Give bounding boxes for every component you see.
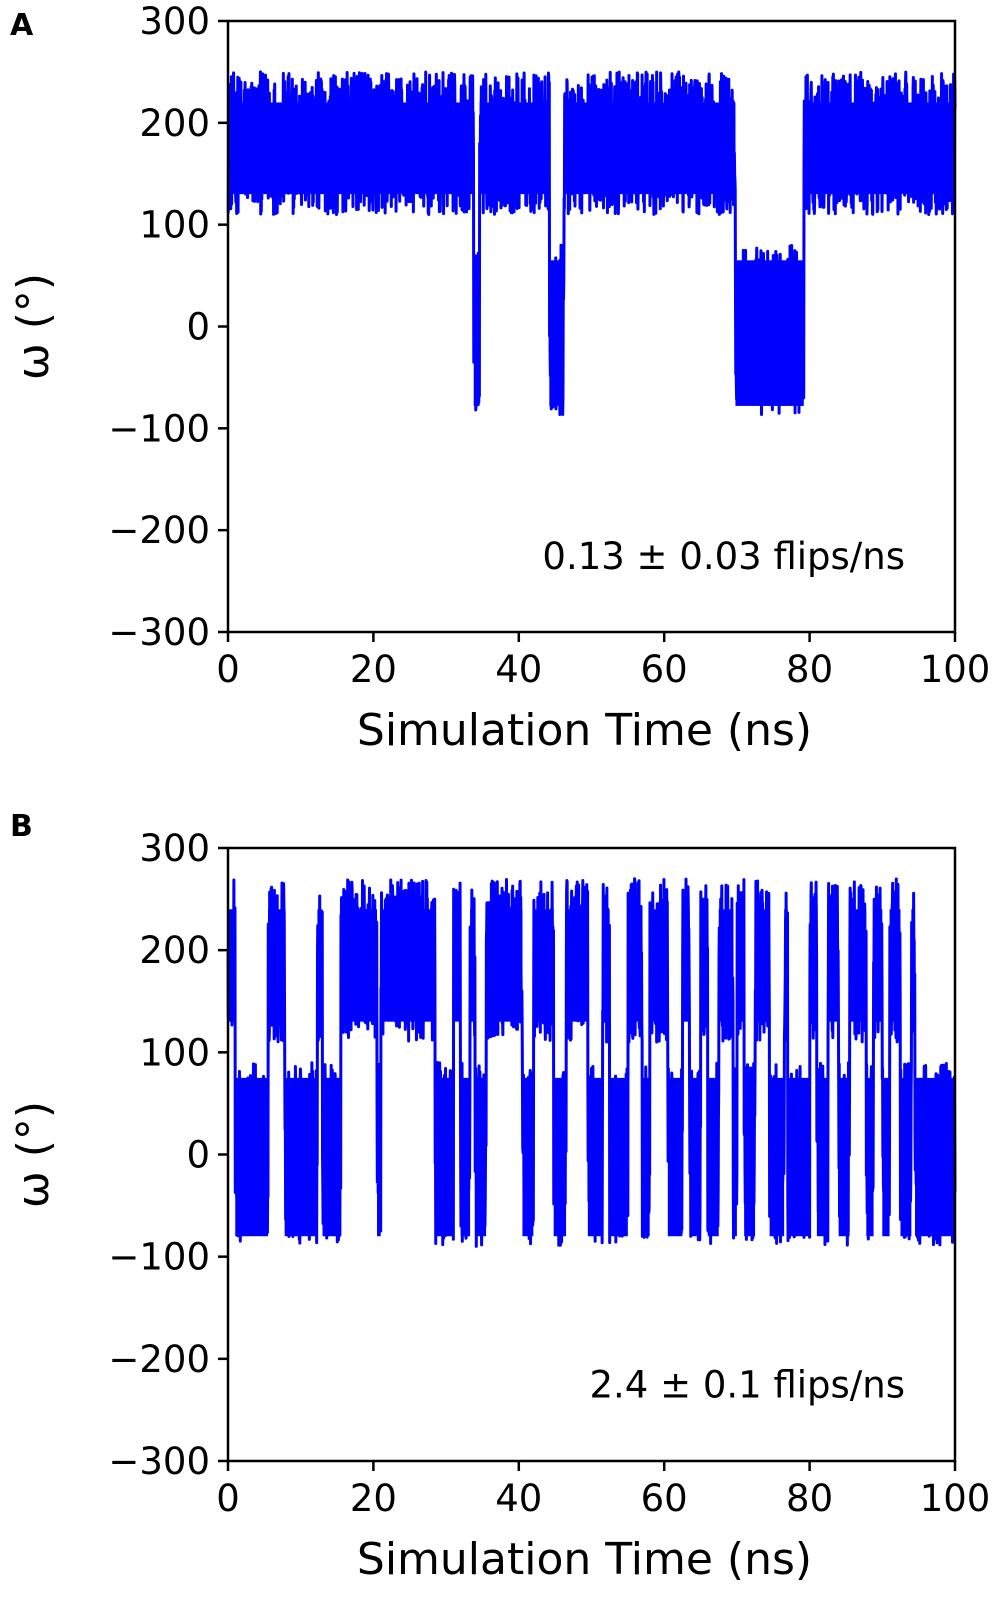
x-axis-label: Simulation Time (ns) — [357, 705, 812, 756]
data-trace — [226, 70, 957, 417]
y-tick-label: −100 — [108, 407, 210, 450]
x-tick-label: 20 — [350, 648, 397, 691]
data-trace — [226, 877, 957, 1248]
x-tick-label: 60 — [641, 648, 688, 691]
y-tick-label: −200 — [108, 1338, 210, 1381]
y-tick-label: 100 — [139, 204, 210, 247]
panel-a: A −300 −200 −100 0 100 200 300 0 20 40 60 80 100 Simu… — [0, 0, 1001, 800]
y-axis-label: ω (°) — [8, 1101, 59, 1208]
x-tick-label: 20 — [350, 1477, 397, 1520]
plot-b: −300 −200 −100 0 100 200 300 0 20 40 60 80 100 Simula… — [8, 827, 991, 1585]
y-tick-label: 300 — [139, 827, 210, 870]
x-tick-label: 100 — [920, 1477, 991, 1520]
x-tick-label: 40 — [495, 1477, 542, 1520]
y-tick-label: 200 — [139, 929, 210, 972]
panel-a-letter: A — [10, 8, 34, 43]
y-tick-label: 0 — [186, 306, 210, 349]
y-tick-label: 100 — [139, 1031, 210, 1074]
y-tick-label: 0 — [186, 1134, 210, 1177]
y-tick-label: −100 — [108, 1236, 210, 1279]
y-axis-label: ω (°) — [8, 273, 59, 380]
y-tick-label: −300 — [108, 611, 210, 654]
x-tick-label: 0 — [216, 648, 240, 691]
y-tick-label: 300 — [139, 0, 210, 43]
x-tick-label: 0 — [216, 1477, 240, 1520]
x-tick-label: 80 — [786, 648, 833, 691]
x-tick-label: 60 — [641, 1477, 688, 1520]
y-tick-label: −200 — [108, 509, 210, 552]
x-tick-label: 100 — [920, 648, 991, 691]
panel-b: B −300 −200 −100 0 100 200 300 0 20 40 60 80 100 Simu… — [0, 803, 1001, 1603]
panel-b-letter: B — [10, 809, 33, 844]
x-tick-label: 80 — [786, 1477, 833, 1520]
y-tick-label: −300 — [108, 1440, 210, 1483]
plot-a: −300 −200 −100 0 100 200 300 0 20 40 60 80 100 Simula… — [8, 0, 991, 756]
x-tick-label: 40 — [495, 648, 542, 691]
flip-rate-annotation: 0.13 ± 0.03 flips/ns — [542, 535, 905, 578]
x-axis-label: Simulation Time (ns) — [357, 1534, 812, 1585]
flip-rate-annotation: 2.4 ± 0.1 flips/ns — [589, 1364, 905, 1407]
y-tick-label: 200 — [139, 102, 210, 145]
